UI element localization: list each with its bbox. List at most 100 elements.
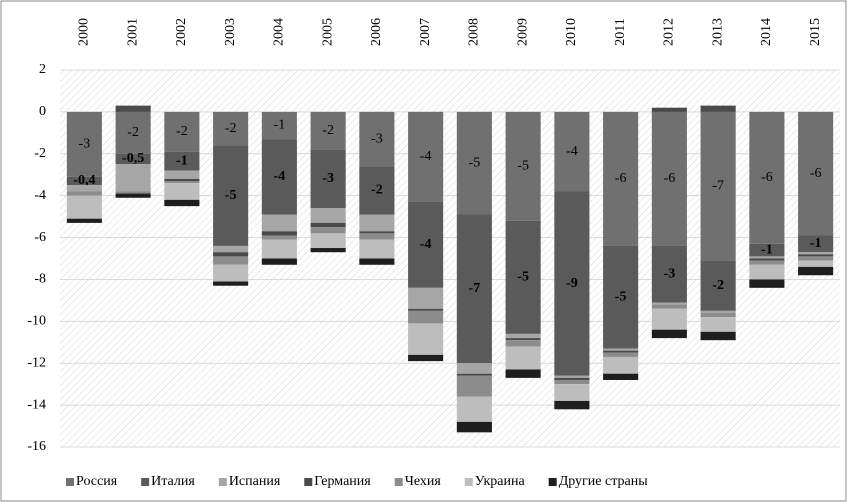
bar-segment (115, 105, 151, 112)
bar-segment (359, 258, 395, 265)
bar-segment (115, 193, 151, 198)
legend-swatch (548, 478, 557, 486)
bar-segment (700, 310, 736, 313)
data-label: -2 (322, 123, 334, 138)
data-label: -1 (176, 153, 188, 168)
legend-swatch (464, 478, 473, 486)
bar-segment (164, 151, 200, 171)
y-tick-label: -10 (27, 314, 46, 329)
bar-segment (359, 111, 395, 167)
bar-segment (798, 254, 834, 257)
bar-segment (261, 111, 297, 140)
data-label: -2 (371, 183, 383, 198)
bar-segment (408, 308, 444, 311)
bar-segment (651, 304, 687, 309)
x-tick-label: 2011 (613, 18, 628, 45)
data-label: -3 (322, 171, 334, 186)
bar-segment (115, 153, 151, 165)
bar-segment (700, 111, 736, 261)
bar-segment (456, 373, 492, 376)
data-label: -4 (566, 144, 578, 159)
legend-label: Германия (314, 474, 371, 489)
bar-segment (408, 287, 444, 309)
bar-segment (408, 111, 444, 202)
bar-segment (164, 170, 200, 179)
bar-segment (798, 256, 834, 261)
bar-segment (749, 258, 785, 261)
data-label: -1 (761, 242, 773, 257)
bar-segment (798, 235, 834, 253)
bar-segment (408, 201, 444, 288)
data-label: -6 (761, 170, 773, 185)
data-label: -1 (810, 236, 822, 251)
bar-segment (164, 183, 200, 200)
legend-swatch (141, 478, 150, 486)
bar-segment (66, 111, 102, 177)
x-tick-label: 2003 (223, 18, 238, 46)
bar-segment (213, 256, 249, 265)
bar-segment (798, 266, 834, 276)
bar-segment (456, 363, 492, 374)
bar-segment (261, 258, 297, 265)
x-tick-label: 2015 (808, 18, 823, 46)
bar-segment (115, 111, 151, 154)
data-label: -7 (469, 281, 481, 296)
bar-segment (700, 317, 736, 332)
x-tick-label: 2013 (710, 18, 725, 46)
bar-segment (213, 145, 249, 246)
legend-swatch (66, 478, 74, 486)
bar-segment (66, 218, 102, 223)
data-label: -7 (712, 178, 724, 193)
bar-segment (164, 199, 200, 207)
data-label: -2 (176, 124, 188, 139)
bar-segment (310, 208, 346, 223)
y-tick-label: -6 (34, 230, 46, 245)
bar-segment (261, 231, 297, 236)
x-tick-label: 2010 (564, 18, 579, 46)
bar-segment (505, 220, 541, 334)
bar-segment (359, 233, 395, 240)
bar-segment (749, 260, 785, 265)
x-tick-label: 2006 (369, 18, 384, 46)
legend-label: Испания (229, 474, 281, 489)
bar-segment (554, 111, 590, 192)
bar-segment (554, 375, 590, 378)
data-label: -9 (566, 276, 578, 291)
x-tick-label: 2009 (515, 18, 530, 46)
bar-segment (651, 107, 687, 112)
data-label: -3 (664, 266, 676, 281)
bar-segment (749, 243, 785, 257)
bar-segment (456, 396, 492, 422)
bar-segment (798, 260, 834, 267)
bar-segment (554, 377, 590, 380)
y-tick-label: -16 (27, 439, 46, 454)
bar-segment (505, 333, 541, 339)
y-tick-label: 0 (39, 104, 46, 119)
bar-segment (213, 245, 249, 253)
data-label: -2 (712, 278, 724, 293)
bar-segment (261, 239, 297, 259)
bar-segment (651, 329, 687, 339)
bar-segment (310, 227, 346, 234)
legend-label: Чехия (405, 474, 442, 489)
legend-label: Италия (151, 474, 195, 489)
x-tick-label: 2012 (662, 18, 677, 46)
bar-segment (115, 191, 151, 194)
data-label: -4 (274, 169, 286, 184)
bar-segment (603, 111, 639, 246)
x-tick-label: 2014 (759, 18, 774, 46)
bar-segment (749, 111, 785, 244)
bar-segment (310, 149, 346, 209)
bar-segment (749, 264, 785, 280)
data-label: -2 (225, 121, 237, 136)
bar-segment (213, 281, 249, 286)
bar-segment (603, 245, 639, 349)
data-label: -0,5 (122, 151, 144, 166)
bar-segment (798, 111, 834, 236)
data-label: -4 (420, 237, 432, 252)
bar-segment (603, 356, 639, 374)
bar-segment (700, 105, 736, 112)
bar-segment (359, 239, 395, 259)
